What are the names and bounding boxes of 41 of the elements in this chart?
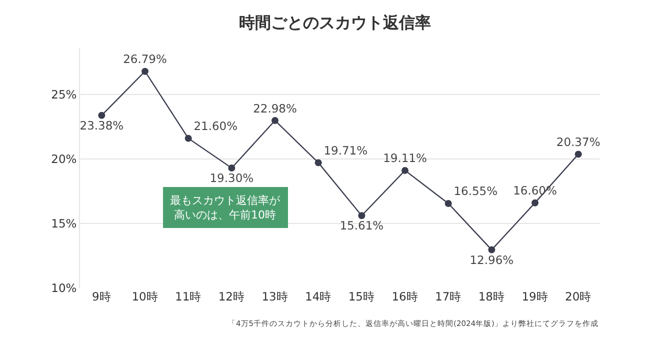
point [98,112,106,119]
data-label: 19.11% [383,151,427,166]
data-label: 15.61% [340,218,384,233]
data-label: 12.96% [470,252,514,267]
chart-title: 時間ごとのスカウト返信率 [239,13,431,32]
point [228,164,236,172]
x-tick-label: 16時 [392,290,418,304]
data-label: 23.38% [80,118,124,132]
point [272,117,278,124]
x-tick-label: 15時 [348,290,375,304]
point [402,166,408,174]
y-tick-label: 10% [51,281,77,296]
y-tick-label: 20% [51,152,77,166]
annotation: 最もスカウト返信率が高いのは、午前10時 [170,194,281,222]
data-label: 22.98% [253,101,297,116]
point [574,150,582,158]
data-label: 19.30% [210,171,254,185]
point [532,199,538,206]
x-tick-label: 20時 [565,290,592,304]
x-tick-label: 10時 [132,290,158,304]
point [184,134,192,142]
y-tick-label: 15% [51,216,77,231]
point [314,159,322,166]
x-tick-label: 11時 [175,290,202,304]
x-tick-label: 13時 [262,290,288,304]
x-tick-label: 9時 [92,290,112,304]
point [142,68,148,75]
x-tick-label: 14時 [305,290,332,304]
data-label: 16.55% [454,184,498,198]
data-label: 21.60% [194,119,238,134]
x-tick-label: 19時 [522,290,548,304]
point [488,246,496,254]
point [444,200,452,207]
data-label: 19.71% [324,143,368,158]
data-label: 26.79% [123,52,167,66]
data-label: 20.37% [556,134,600,149]
point [358,212,366,220]
x-tick-label: 12時 [218,290,245,304]
x-tick-label: 18時 [478,290,505,304]
x-tick-label: 17時 [435,290,462,304]
y-tick-label: 25% [51,87,77,102]
